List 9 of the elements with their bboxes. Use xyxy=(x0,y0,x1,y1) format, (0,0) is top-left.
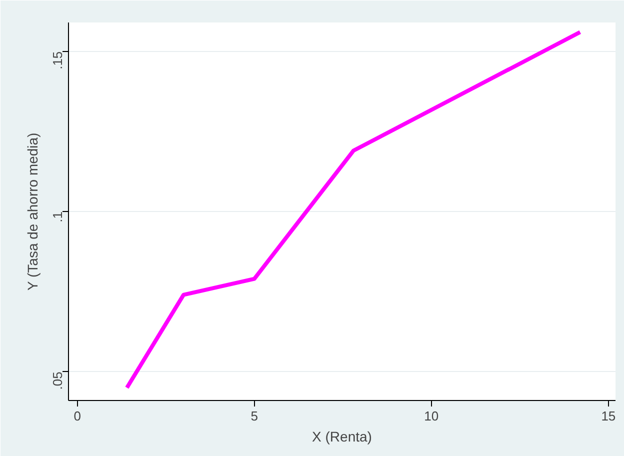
y-tick-label: .05 xyxy=(50,372,65,390)
y-tick-label: .15 xyxy=(50,51,65,70)
x-tick-label: 0 xyxy=(74,408,81,424)
x-tick-label: 5 xyxy=(250,408,258,424)
x-tick-label: 15 xyxy=(601,408,616,424)
y-axis-title: Y (Tasa de ahorro media) xyxy=(24,132,40,290)
x-axis-title: X (Renta) xyxy=(312,428,372,444)
x-tick-label: 10 xyxy=(424,408,439,424)
y-tick-label: .1 xyxy=(50,212,65,222)
